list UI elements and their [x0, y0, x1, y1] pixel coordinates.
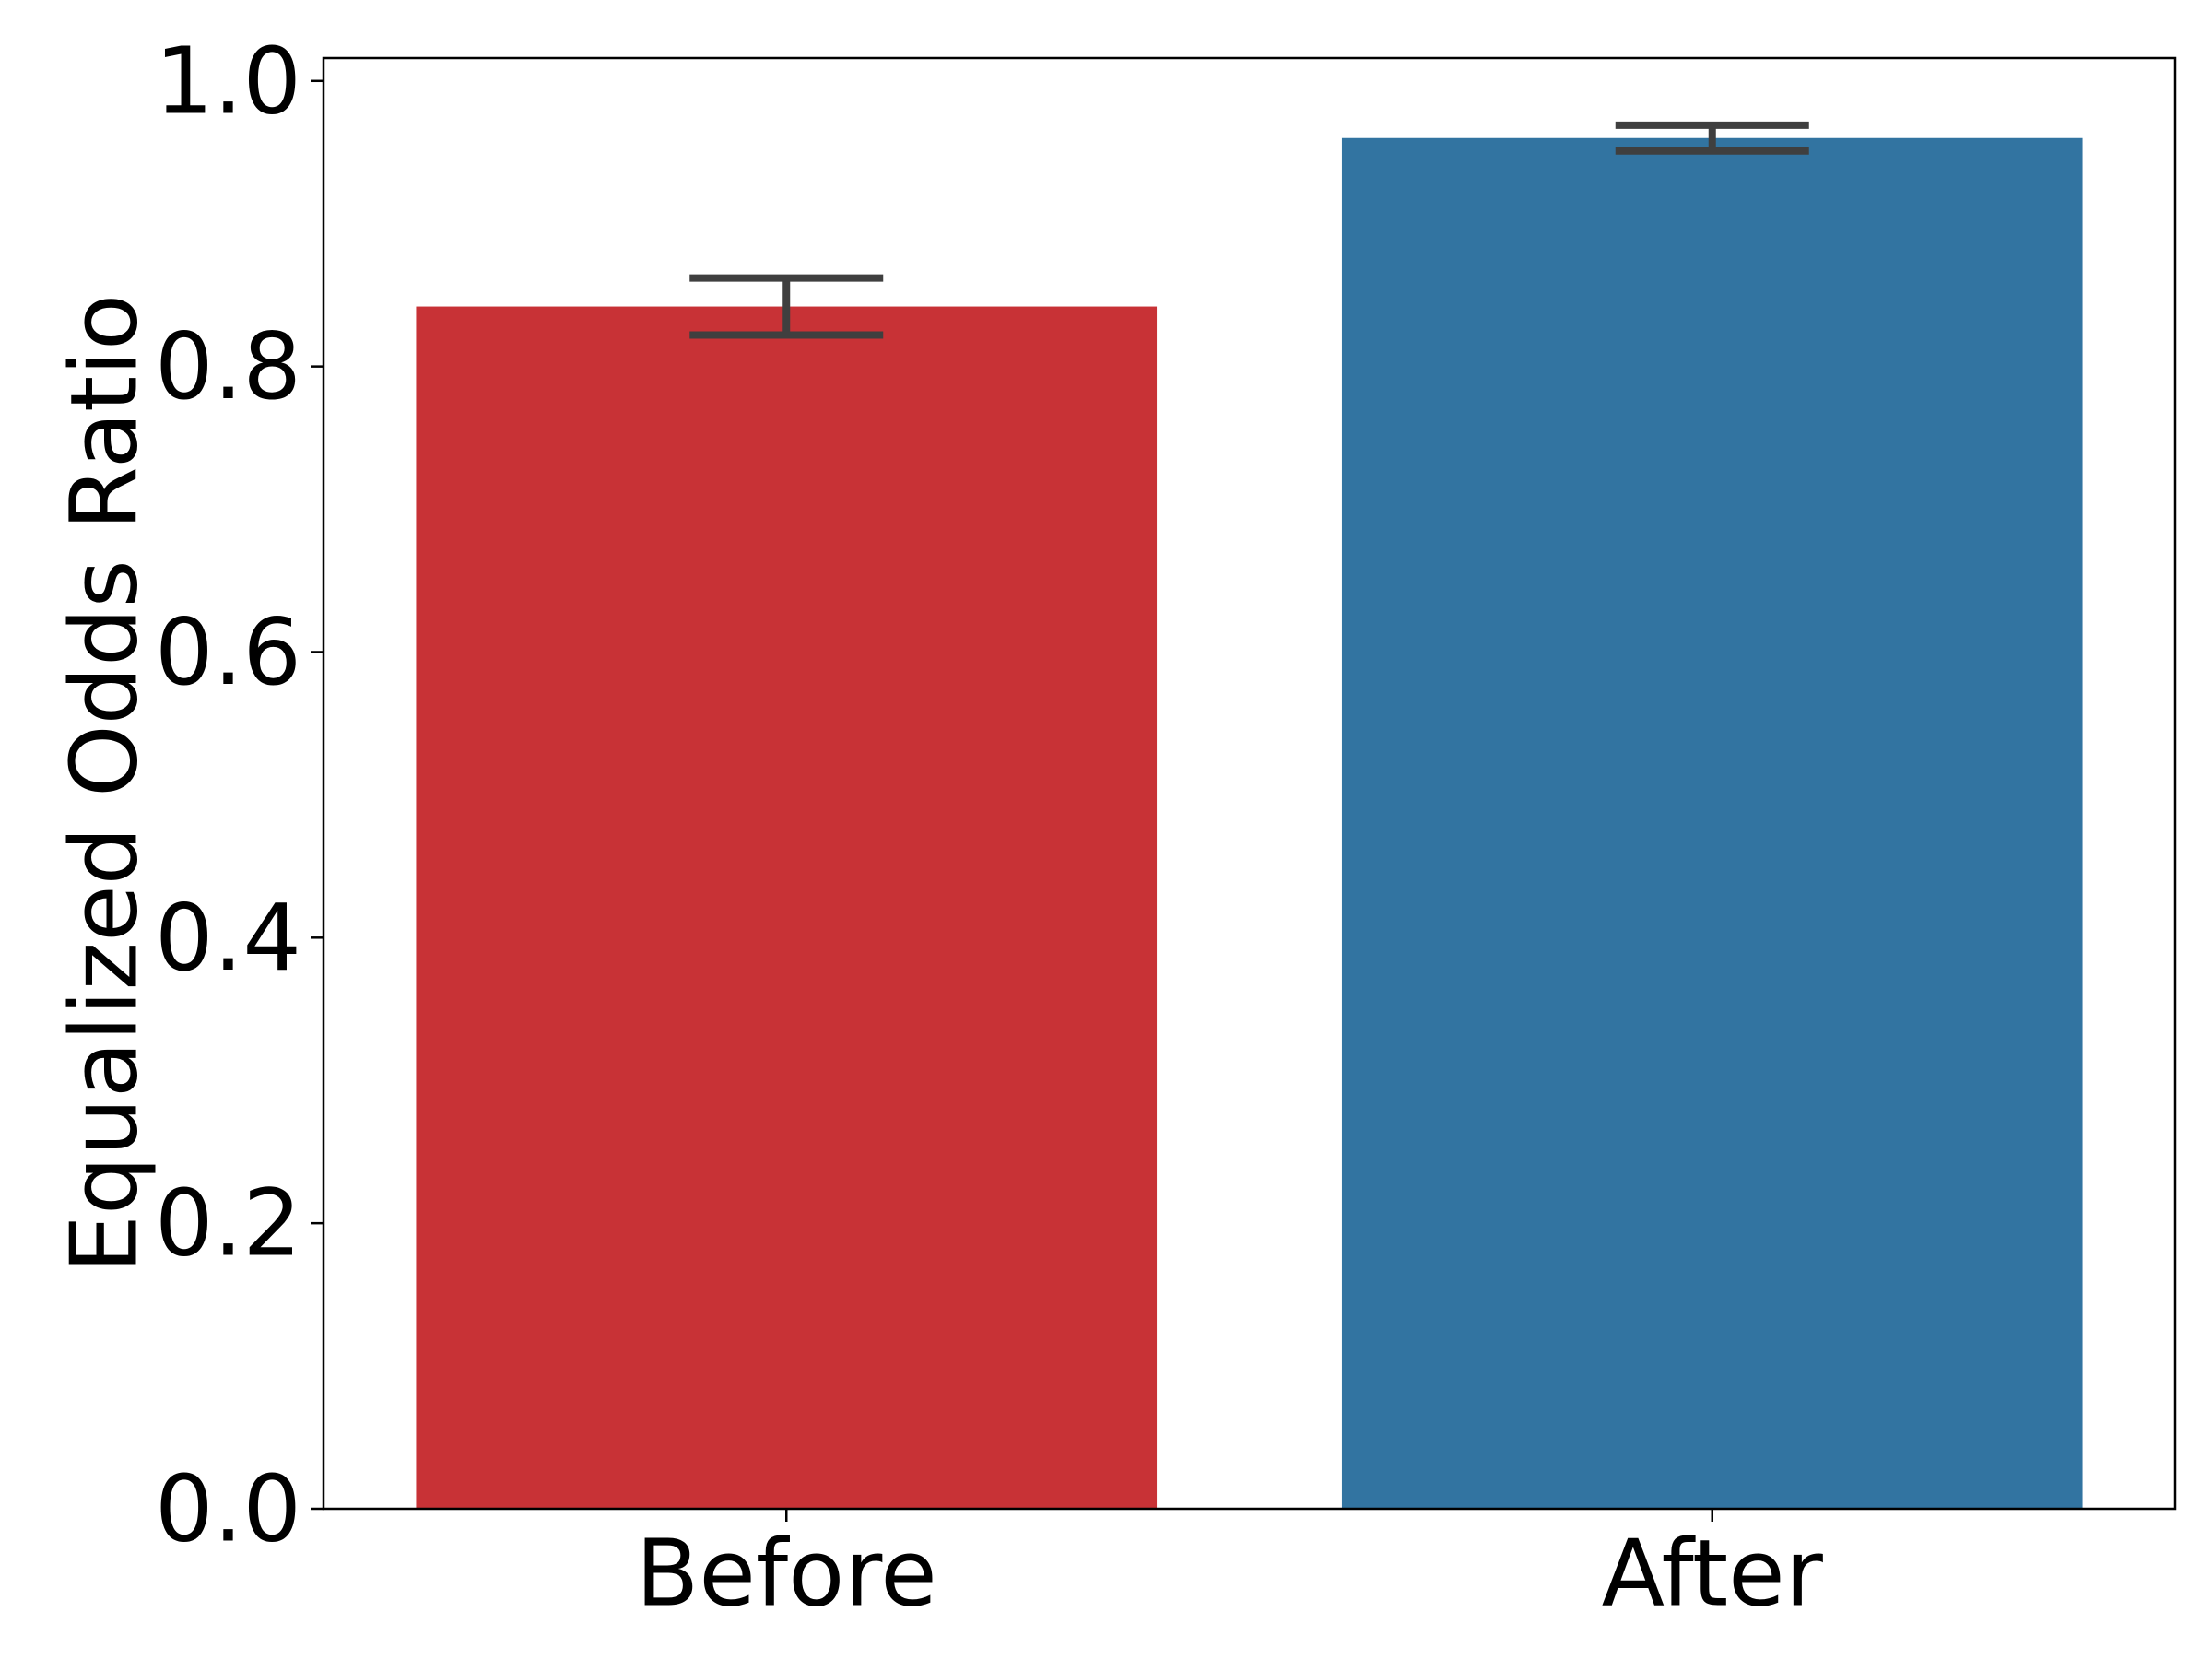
y-tick-label: 1.0 — [155, 27, 301, 135]
bar — [416, 306, 1158, 1509]
y-tick-label: 0.6 — [155, 598, 301, 706]
y-tick-label: 0.4 — [155, 884, 301, 992]
bar — [1341, 137, 2083, 1510]
x-tick-label: After — [1602, 1520, 1824, 1628]
y-axis-label: Equalized Odds Ratio — [50, 294, 158, 1273]
plot-frame — [322, 56, 2177, 1511]
y-tick-label: 0.8 — [155, 312, 301, 420]
y-tick-label: 0.2 — [155, 1170, 301, 1277]
x-tick-label: Before — [636, 1520, 937, 1628]
y-tick-label: 0.0 — [155, 1455, 301, 1563]
